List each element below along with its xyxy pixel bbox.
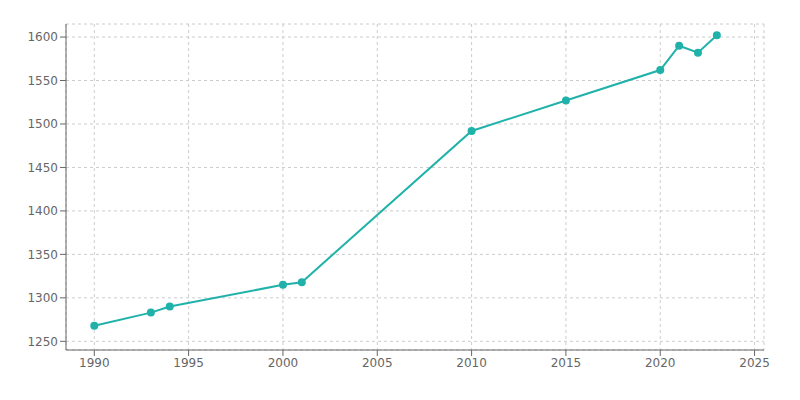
svg-text:1350: 1350 — [27, 248, 58, 262]
svg-text:1550: 1550 — [27, 74, 58, 88]
svg-text:1500: 1500 — [27, 117, 58, 131]
svg-text:2025: 2025 — [739, 356, 770, 370]
svg-text:1300: 1300 — [27, 291, 58, 305]
svg-text:2000: 2000 — [268, 356, 299, 370]
svg-text:1400: 1400 — [27, 204, 58, 218]
svg-text:2005: 2005 — [362, 356, 393, 370]
svg-text:1995: 1995 — [173, 356, 204, 370]
svg-text:1250: 1250 — [27, 335, 58, 349]
svg-text:1990: 1990 — [79, 356, 110, 370]
svg-text:2015: 2015 — [551, 356, 582, 370]
svg-text:1450: 1450 — [27, 161, 58, 175]
svg-text:1600: 1600 — [27, 30, 58, 44]
svg-text:2020: 2020 — [645, 356, 676, 370]
svg-text:2010: 2010 — [456, 356, 487, 370]
